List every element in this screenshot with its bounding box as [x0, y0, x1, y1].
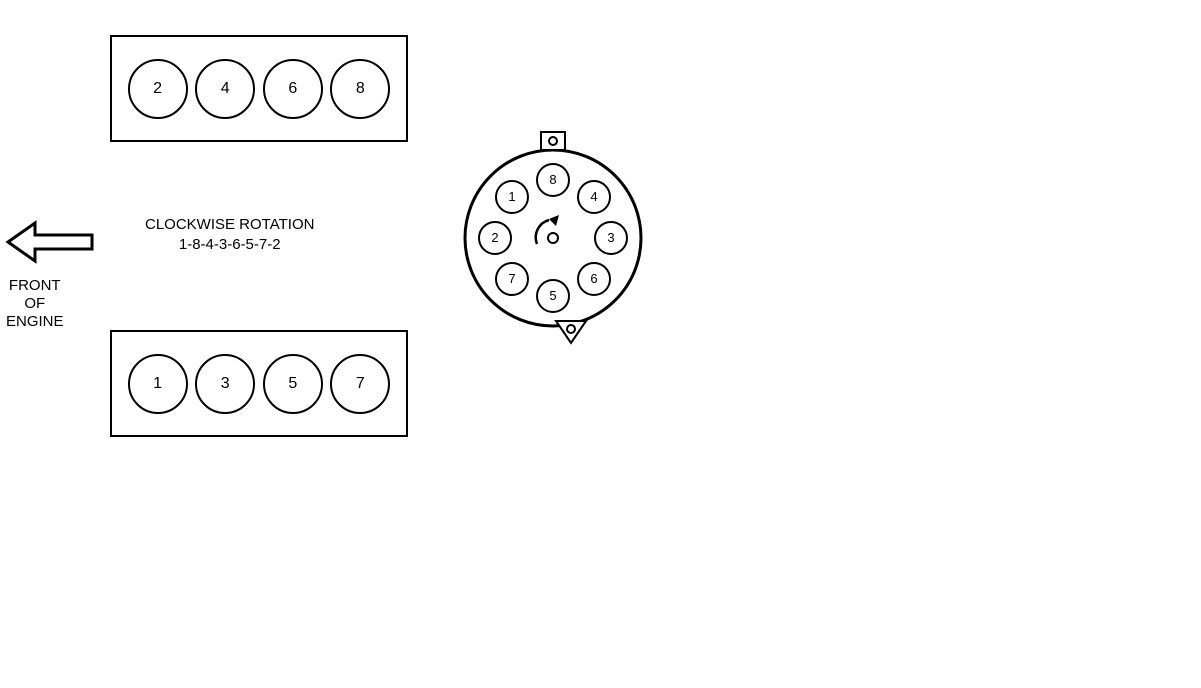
distributor-terminal-label-4: 4 [590, 189, 597, 204]
front-text-line1: FRONT [6, 277, 64, 295]
distributor-terminal-label-1: 1 [508, 189, 515, 204]
distributor-center [548, 233, 558, 243]
cylinder-5: 5 [263, 354, 323, 414]
cylinder-4: 4 [195, 59, 255, 119]
cylinder-8: 8 [330, 59, 390, 119]
cylinder-3: 3 [195, 354, 255, 414]
rotation-label: CLOCKWISE ROTATION 1-8-4-3-6-5-7-2 [145, 215, 314, 254]
cylinder-7: 7 [330, 354, 390, 414]
cylinder-6: 6 [263, 59, 323, 119]
rotation-direction-text: CLOCKWISE ROTATION [145, 215, 314, 235]
cylinder-2: 2 [128, 59, 188, 119]
front-of-engine-arrow-icon [5, 220, 95, 264]
rotation-arrow-icon [536, 220, 549, 244]
front-text-line3: ENGINE [6, 313, 64, 331]
firing-order-text: 1-8-4-3-6-5-7-2 [145, 235, 314, 255]
distributor-terminal-label-3: 3 [607, 230, 614, 245]
distributor-top-tab [541, 132, 565, 150]
distributor-terminal-label-2: 2 [491, 230, 498, 245]
distributor-terminal-label-5: 5 [549, 288, 556, 303]
cylinder-bank-top: 2468 [110, 35, 408, 142]
cylinder-1: 1 [128, 354, 188, 414]
distributor-cap: 8 4 3 6 5 7 2 1 [435, 120, 671, 356]
distributor-terminal-label-6: 6 [590, 271, 597, 286]
front-of-engine-label: FRONT OF ENGINE [6, 277, 64, 331]
distributor-terminal-label-7: 7 [508, 271, 515, 286]
front-text-line2: OF [6, 295, 64, 313]
distributor-terminal-label-8: 8 [549, 172, 556, 187]
cylinder-bank-bottom: 1357 [110, 330, 408, 437]
